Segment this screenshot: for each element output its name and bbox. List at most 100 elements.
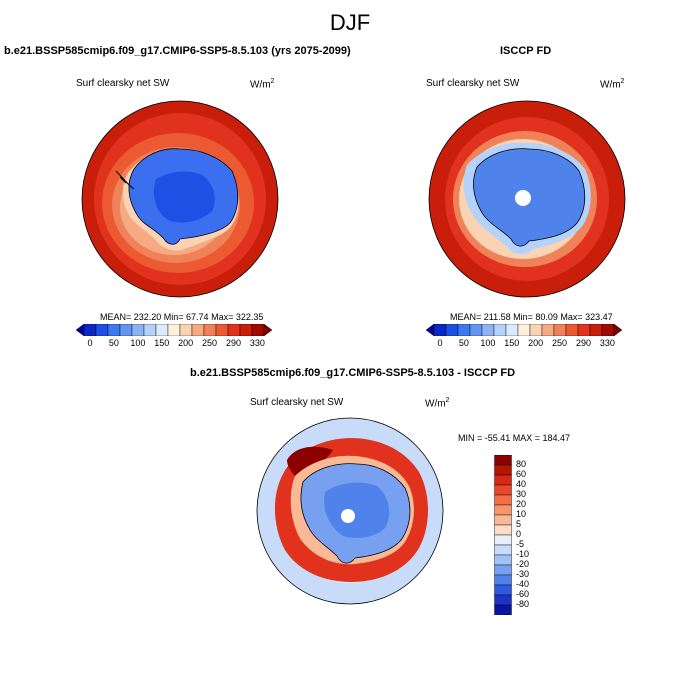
obs-colorbar-tick-label: 330 [599,338,615,348]
model-colorbar-swatch [263,324,272,336]
obs-colorbar-tick-label: 100 [480,338,496,348]
diff-colorbar-tick-label: -80 [516,599,530,609]
model-colorbar-tick-label: 50 [108,338,119,348]
diff-colorbar-swatch [494,594,512,606]
diff-polar-map [256,417,444,605]
obs-colorbar [426,324,622,336]
diff-colorbar-ticks: 80 60 40 30 20 10 5 0 -5 -10 -20 -30 -40 -60 -80 [516,455,546,615]
diff-colorbar-tick-label: 5 [516,519,522,529]
obs-colorbar-tick-label: 200 [528,338,544,348]
obs-colorbar-ticks: 0 50 100 150 200 250 290 330 [426,338,622,350]
model-colorbar-swatch [83,324,97,336]
obs-stats: MEAN= 211.58 Min= 80.09 Max= 323.47 [450,312,613,322]
diff-colorbar-tick-label: -40 [516,579,530,589]
diff-units-label: W/m2 [425,397,450,410]
model-colorbar-swatch [131,324,145,336]
obs-colorbar-swatch [517,324,531,336]
obs-variable-label: Surf clearsky net SW [426,78,520,89]
diff-colorbar-tick-label: 60 [516,469,527,479]
model-panel-title: b.e21.BSSP585cmip6.f09_g17.CMIP6-SSP5-8.… [4,45,351,57]
diff-colorbar-swatch [494,494,512,506]
diff-colorbar-swatch [494,564,512,576]
model-polar-map [81,100,279,298]
model-colorbar-swatch [203,324,217,336]
diff-colorbar [494,455,512,615]
diff-colorbar-swatch [494,574,512,586]
model-colorbar-tick-label: 200 [178,338,194,348]
obs-colorbar-tick-label: 50 [458,338,469,348]
diff-colorbar-swatch [494,554,512,566]
diff-colorbar-tick-label: 40 [516,479,527,489]
obs-colorbar-swatch [457,324,471,336]
model-colorbar-swatch [191,324,205,336]
model-colorbar-swatch [167,324,181,336]
obs-colorbar-swatch [481,324,495,336]
figure-title: DJF [329,10,371,35]
model-colorbar-tick-label: 150 [154,338,170,348]
obs-colorbar-swatch [589,324,603,336]
diff-colorbar-swatch [494,474,512,486]
obs-colorbar-swatch [426,324,435,336]
obs-colorbar-swatch [613,324,622,336]
model-variable-label: Surf clearsky net SW [76,78,170,89]
model-colorbar-tick-label: 290 [225,338,241,348]
diff-colorbar-swatch [494,514,512,526]
model-colorbar-swatch [76,324,85,336]
diff-colorbar-swatch [494,544,512,556]
obs-colorbar-tick-label: 0 [437,338,443,348]
diff-colorbar-tick-label: -10 [516,549,530,559]
model-colorbar-tick-label: 250 [202,338,218,348]
model-colorbar-swatch [107,324,121,336]
diff-colorbar-tick-label: -20 [516,559,530,569]
diff-colorbar-swatch [494,604,512,615]
model-colorbar-swatch [179,324,193,336]
obs-units-label: W/m2 [600,78,625,91]
model-colorbar-swatch [239,324,253,336]
model-colorbar-swatch [251,324,265,336]
obs-colorbar-swatch [565,324,579,336]
diff-colorbar-tick-label: 10 [516,509,527,519]
obs-colorbar-swatch [493,324,507,336]
obs-colorbar-swatch [433,324,447,336]
diff-panel-title: b.e21.BSSP585cmip6.f09_g17.CMIP6-SSP5-8.… [190,367,516,379]
obs-colorbar-swatch [505,324,519,336]
obs-colorbar-swatch [601,324,615,336]
diff-stats: MIN = -55.41 MAX = 184.47 [458,433,571,443]
obs-colorbar-swatch [541,324,555,336]
diff-colorbar-tick-label: -30 [516,569,530,579]
diff-colorbar-tick-label: 30 [516,489,527,499]
obs-colorbar-swatch [469,324,483,336]
model-stats: MEAN= 232.20 Min= 67.74 Max= 322.35 [100,312,264,322]
obs-polar-map [428,100,626,298]
obs-colorbar-tick-label: 290 [575,338,591,348]
obs-colorbar-swatch [577,324,591,336]
obs-colorbar-swatch [553,324,567,336]
model-colorbar-swatch [119,324,133,336]
model-colorbar-swatch [215,324,229,336]
model-colorbar-swatch [227,324,241,336]
model-colorbar [76,324,272,336]
diff-colorbar-tick-label: -60 [516,589,530,599]
model-colorbar-tick-label: 100 [130,338,146,348]
diff-colorbar-tick-label: -5 [516,539,525,549]
diff-colorbar-swatch [494,534,512,546]
model-colorbar-tick-label: 0 [87,338,93,348]
diff-colorbar-swatch [494,584,512,596]
diff-colorbar-tick-label: 80 [516,459,527,469]
model-colorbar-swatch [155,324,169,336]
diff-colorbar-swatch [494,504,512,516]
diff-colorbar-swatch [494,455,512,466]
diff-variable-label: Surf clearsky net SW [250,397,344,408]
obs-colorbar-swatch [529,324,543,336]
diff-colorbar-swatch [494,524,512,536]
diff-colorbar-tick-label: 0 [516,529,522,539]
obs-colorbar-swatch [445,324,459,336]
model-colorbar-tick-label: 330 [249,338,265,348]
model-colorbar-swatch [95,324,109,336]
model-colorbar-ticks: 0 50 100 150 200 250 290 330 [76,338,272,350]
model-colorbar-swatch [143,324,157,336]
diff-colorbar-swatch [494,464,512,476]
obs-panel-title: ISCCP FD [500,45,552,57]
diff-colorbar-tick-label: 20 [516,499,527,509]
model-units-label: W/m2 [250,78,275,91]
